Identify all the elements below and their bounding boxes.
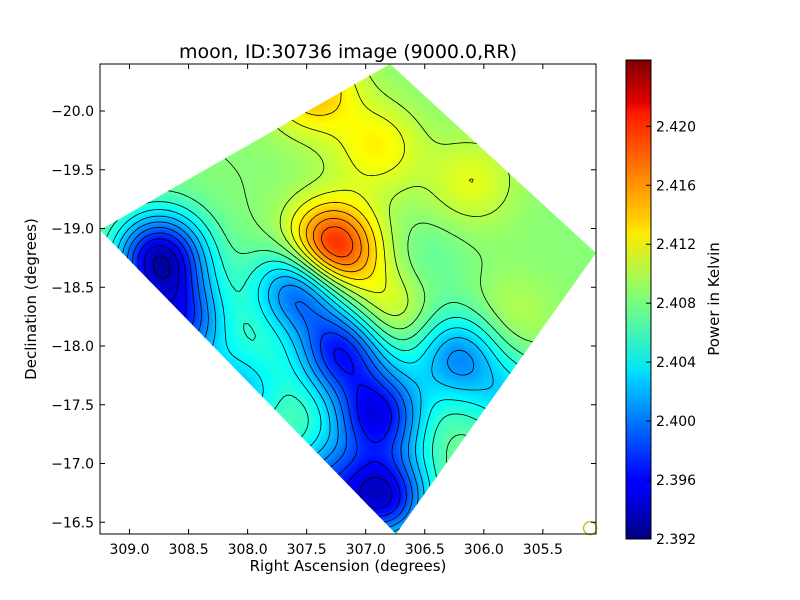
heatmap-layer: [100, 64, 596, 534]
x-tick-label: 306.5: [405, 542, 445, 558]
colorbar-tick-label: 2.396: [656, 473, 696, 489]
x-axis-label: Right Ascension (degrees): [250, 557, 447, 575]
y-tick-label: −16.5: [51, 515, 94, 531]
y-tick-label: −18.0: [51, 339, 94, 355]
colorbar-tick-label: 2.420: [656, 119, 696, 135]
colorbar-tick-label: 2.408: [656, 296, 696, 312]
colorbar-tick-label: 2.416: [656, 178, 696, 194]
plot-frame: [99, 63, 597, 535]
colorbar-ticks: 2.392 2.396 2.400 2.404 2.408 2.412 2.416 2.420: [646, 119, 696, 548]
y-tick-label: −17.5: [51, 398, 94, 414]
chart-title: moon, ID:30736 image (9000.0,RR): [179, 41, 517, 63]
y-tick-label: −20.0: [51, 104, 94, 120]
x-tick-label: 309.0: [109, 542, 149, 558]
marker-circle: [582, 520, 598, 536]
colorbar-gradient: [625, 59, 652, 540]
colorbar-tick-label: 2.392: [656, 532, 696, 548]
x-tick-label: 305.5: [523, 542, 563, 558]
y-tick-label: −17.0: [51, 457, 94, 473]
x-axis-ticks: 309.0 308.5 308.0 307.5 307.0 306.5 306.0 305.5: [109, 64, 563, 558]
x-tick-label: 307.0: [346, 542, 386, 558]
y-axis-ticks: −16.5 −17.0 −17.5 −18.0 −18.5 −19.0 −19.5 −20.0: [51, 104, 596, 531]
colorbar-tick-label: 2.400: [656, 414, 696, 430]
y-tick-label: −18.5: [51, 280, 94, 296]
x-tick-label: 308.5: [169, 542, 209, 558]
x-tick-label: 308.0: [228, 542, 268, 558]
y-tick-label: −19.0: [51, 222, 94, 238]
heatmap-image: [100, 64, 596, 534]
x-tick-label: 307.5: [287, 542, 327, 558]
colorbar-tick-label: 2.412: [656, 237, 696, 253]
y-axis-label: Declination (degrees): [22, 218, 40, 380]
plot-area: 309.0 308.5 308.0 307.5 307.0 306.5 306.0 305.5…: [51, 63, 598, 558]
colorbar-label: Power in Kelvin: [705, 242, 723, 356]
colorbar: 2.392 2.396 2.400 2.404 2.408 2.412 2.416 2.420…: [625, 59, 723, 548]
y-tick-label: −19.5: [51, 163, 94, 179]
x-tick-label: 306.0: [464, 542, 504, 558]
colorbar-tick-label: 2.404: [656, 355, 696, 371]
